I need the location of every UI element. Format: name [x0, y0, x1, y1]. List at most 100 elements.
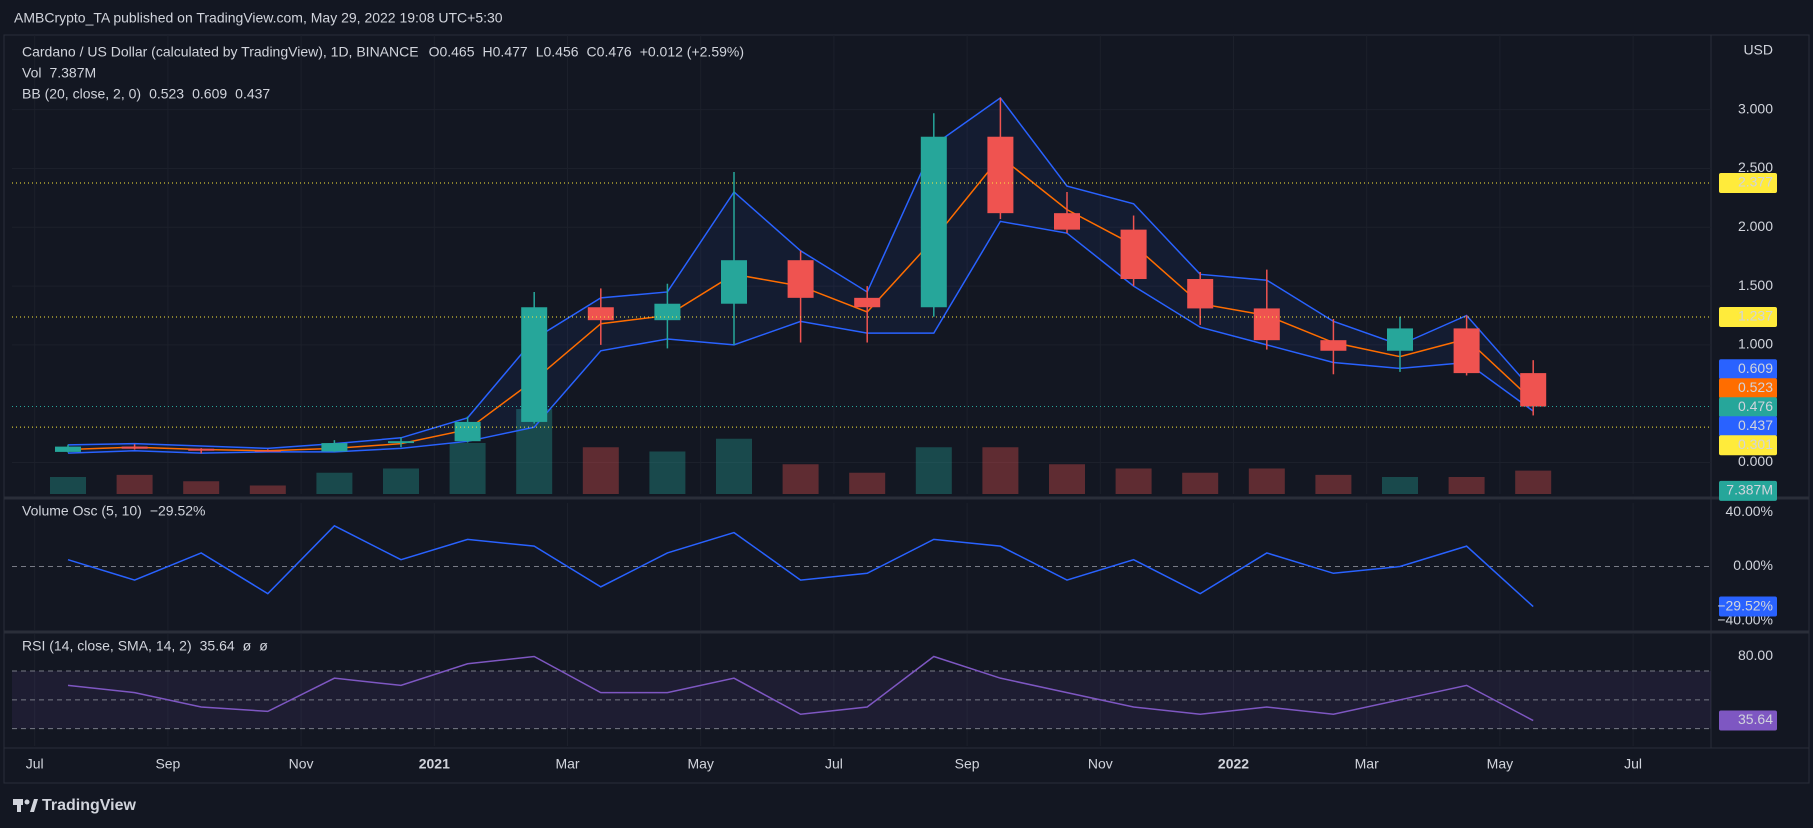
y-tick-label: 1.000 [1738, 336, 1773, 352]
volume-bar [449, 443, 486, 494]
indicator-line [67, 524, 1534, 608]
candle-body [1520, 373, 1547, 407]
x-tick-label: Jul [825, 756, 843, 772]
level-marker: 1.237 [1738, 308, 1773, 324]
legend-extra: ø [243, 638, 252, 654]
legend-title: BB (20, close, 2, 0) [22, 86, 141, 102]
x-tick-label: May [687, 756, 713, 772]
candle-body [654, 303, 681, 321]
volume-marker: 7.387M [1726, 482, 1773, 498]
tradingview-logo [13, 799, 38, 812]
legend-value: 0.523 [149, 86, 184, 102]
volume-bar [1049, 464, 1085, 494]
legend-value: 0.609 [192, 86, 227, 102]
candle-body [1253, 308, 1280, 341]
x-tick-label: 2021 [419, 756, 450, 772]
chart-frame [3, 34, 1810, 784]
level-marker: 0.301 [1738, 436, 1773, 452]
volume-bar [1382, 477, 1418, 494]
volume-bar [316, 472, 353, 494]
x-tick-label: Jul [1624, 756, 1642, 772]
volume-bar [183, 481, 220, 494]
volume-bar [1182, 472, 1219, 494]
y-tick-label: 40.00% [1726, 503, 1773, 519]
price-marker-bg [1719, 397, 1777, 418]
legend-title: RSI (14, close, SMA, 14, 2) [22, 638, 192, 654]
volume-bar [1515, 470, 1552, 494]
y-tick-label: 2.500 [1738, 159, 1773, 175]
volume-bar [1115, 468, 1152, 494]
legend-key: C [587, 44, 597, 60]
volume-bar [383, 468, 419, 494]
legend-value: −29.52% [150, 503, 206, 519]
candle-body [787, 260, 814, 298]
candle-body [454, 421, 481, 442]
legend-value: 7.387M [49, 65, 96, 81]
candle-body [1387, 328, 1413, 351]
volume-marker-bg [1719, 480, 1777, 501]
x-tick-label: Mar [1355, 756, 1379, 772]
volume-bar [649, 451, 686, 494]
volume-bar [116, 474, 153, 494]
x-tick-label: Sep [155, 756, 180, 772]
volume-bar [982, 447, 1019, 494]
bb-marker: 0.523 [1738, 379, 1773, 395]
candle-body [188, 448, 215, 451]
brand: TradingView [42, 797, 137, 814]
candle-body [920, 136, 947, 308]
legend-key: O [429, 44, 440, 60]
candle-body [388, 441, 414, 444]
indicator-marker-bg [1719, 710, 1777, 731]
indicator-marker: 35.64 [1738, 711, 1773, 727]
volume-bar [915, 447, 952, 494]
candle-body [55, 446, 81, 452]
level-marker-bg [1719, 307, 1777, 328]
indicator-marker: −29.52% [1717, 597, 1773, 613]
legend-title: Vol [22, 65, 41, 81]
volume-bar [50, 477, 86, 494]
candle-body [1320, 340, 1347, 351]
candle-body [121, 446, 148, 449]
bb-marker-bg [1719, 416, 1777, 437]
legend-change: +0.012 (+2.59%) [640, 44, 744, 60]
y-tick-label: 80.00 [1738, 647, 1773, 663]
legend-value: 35.64 [200, 638, 235, 654]
candle-body [721, 260, 747, 304]
candle-body [254, 450, 281, 452]
x-tick-label: Jul [26, 756, 44, 772]
volume-bar [1315, 474, 1352, 494]
bb-marker: 0.609 [1738, 360, 1773, 376]
bb-marker-bg [1719, 378, 1777, 399]
legend-value: 0.477 [493, 44, 528, 60]
legend-title: Volume Osc (5, 10) [22, 503, 142, 519]
volume-bar [1448, 477, 1485, 494]
y-tick-label: 0.000 [1738, 453, 1773, 469]
indicator-line [67, 655, 1534, 722]
volume-bar [716, 438, 752, 494]
level-marker-bg [1719, 172, 1777, 193]
logo-part [17, 799, 21, 812]
volume-bar [1248, 468, 1285, 494]
volume-bar [249, 485, 286, 494]
legend-key: L [536, 44, 544, 60]
volume-bar [782, 464, 819, 494]
candle-body [854, 297, 881, 308]
candle-body [987, 136, 1014, 214]
y-tick-label: 0.00% [1733, 557, 1773, 573]
publisher: AMBCrypto_TA published on TradingView.co… [14, 10, 503, 26]
legend-title: Cardano / US Dollar (calculated by Tradi… [22, 44, 419, 60]
legend-value: 0.476 [597, 44, 632, 60]
candle-body [521, 307, 548, 422]
legend-extra: ø [259, 638, 268, 654]
y-tick-label: 1.500 [1738, 277, 1773, 293]
x-tick-label: Sep [955, 756, 980, 772]
x-tick-label: Nov [1088, 756, 1113, 772]
candle-body [1054, 213, 1080, 230]
candle-body [1187, 279, 1214, 309]
legend-value: 0.465 [439, 44, 474, 60]
legend-value: 0.437 [235, 86, 270, 102]
candle-body [1120, 229, 1147, 280]
level-marker-bg [1719, 435, 1777, 456]
volume-bar [849, 472, 886, 494]
